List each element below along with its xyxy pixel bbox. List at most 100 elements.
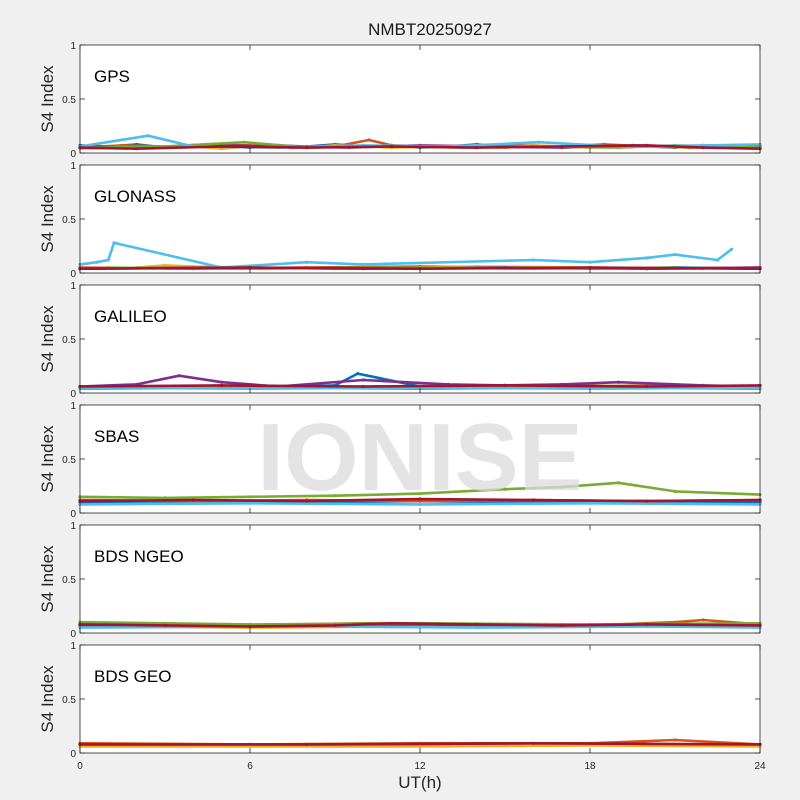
data-point <box>177 374 181 378</box>
panel-label: GLONASS <box>94 187 176 206</box>
data-point <box>730 247 734 251</box>
data-point <box>645 256 649 260</box>
data-point <box>673 489 677 493</box>
y-axis-label: S4 Index <box>38 665 57 733</box>
y-tick-label: 1 <box>70 281 76 292</box>
data-point <box>146 134 150 138</box>
data-point <box>242 140 246 144</box>
plot-area <box>80 285 760 393</box>
y-tick-label: 0.5 <box>62 215 76 226</box>
data-point <box>361 378 365 382</box>
data-point <box>418 492 422 496</box>
data-point <box>673 253 677 257</box>
y-tick-label: 1 <box>70 401 76 412</box>
y-tick-label: 0.5 <box>62 455 76 466</box>
panel-label: SBAS <box>94 427 139 446</box>
y-tick-label: 0 <box>70 509 76 520</box>
y-axis-label: S4 Index <box>38 185 57 253</box>
data-point <box>616 481 620 485</box>
data-point <box>135 147 139 151</box>
data-point <box>701 618 705 622</box>
x-tick-label: 6 <box>247 761 253 772</box>
x-axis-label: UT(h) <box>398 773 441 792</box>
data-point <box>163 623 167 628</box>
y-axis-label: S4 Index <box>38 545 57 613</box>
data-point <box>361 384 365 389</box>
data-point <box>418 502 422 506</box>
data-point <box>673 738 677 742</box>
data-point <box>95 260 99 264</box>
data-point <box>106 258 110 262</box>
y-tick-label: 0.5 <box>62 695 76 706</box>
plot-area <box>80 645 760 753</box>
data-point <box>361 262 365 266</box>
series-line <box>79 144 761 150</box>
watermark: IONISE <box>257 404 582 511</box>
data-point <box>560 144 564 149</box>
data-point <box>191 498 195 502</box>
series-line <box>79 374 761 388</box>
data-point <box>356 372 360 376</box>
y-tick-label: 1 <box>70 521 76 532</box>
data-point <box>645 622 649 627</box>
data-point <box>475 626 479 630</box>
data-point <box>531 258 535 262</box>
data-point <box>645 143 649 147</box>
data-point <box>390 144 394 149</box>
y-tick-label: 0 <box>70 269 76 280</box>
panel-label: GALILEO <box>94 307 167 326</box>
data-point <box>305 146 309 150</box>
data-point <box>645 384 649 389</box>
data-point <box>220 383 224 387</box>
data-point <box>645 499 649 503</box>
data-point <box>220 380 224 384</box>
x-tick-label: 0 <box>77 761 83 772</box>
y-tick-label: 1 <box>70 641 76 652</box>
plot-area <box>80 525 760 633</box>
panel-bds-geo: 0 0.5 1 0 6 12 18 24 BDS GEO S4 Index <box>38 641 766 772</box>
y-axis-label: S4 Index <box>38 425 57 493</box>
panel-label: BDS NGEO <box>94 547 184 566</box>
data-point <box>333 623 337 628</box>
data-point <box>475 146 479 150</box>
panel-sbas: 0 0.5 1 SBAS S4 Index <box>38 401 762 520</box>
data-point <box>418 744 422 749</box>
y-tick-label: 0.5 <box>62 575 76 586</box>
data-point <box>503 487 507 491</box>
y-tick-label: 0 <box>70 629 76 640</box>
y-tick-label: 0 <box>70 749 76 760</box>
x-tick-label: 18 <box>584 761 596 772</box>
data-point <box>537 140 541 144</box>
panel-bds-ngeo: 0 0.5 1 BDS NGEO S4 Index <box>38 521 762 640</box>
data-point <box>503 383 507 387</box>
y-tick-label: 0.5 <box>62 335 76 346</box>
series-line <box>80 741 761 746</box>
y-axis-label: S4 Index <box>38 65 57 133</box>
panel-label: BDS GEO <box>94 667 171 686</box>
data-point <box>248 266 252 270</box>
y-tick-label: 0 <box>70 149 76 160</box>
data-point <box>163 496 167 500</box>
panels: 0 0.5 1 GPS S4 Index 0 0.5 1 GLONASS S4 Index 0 0.5… <box>38 41 766 772</box>
data-point <box>588 260 592 264</box>
panel-gps: 0 0.5 1 GPS S4 Index <box>38 41 762 160</box>
panel-glonass: 0 0.5 1 GLONASS S4 Index <box>38 161 762 280</box>
y-tick-label: 1 <box>70 41 76 52</box>
x-tick-label: 12 <box>414 761 426 772</box>
data-point <box>701 146 705 150</box>
data-point <box>248 495 252 499</box>
data-point <box>333 494 337 498</box>
data-point <box>531 741 535 745</box>
plot-area <box>80 45 760 153</box>
data-point <box>531 498 535 502</box>
y-axis-label: S4 Index <box>38 305 57 373</box>
y-tick-label: 0.5 <box>62 95 76 106</box>
data-point <box>305 499 309 503</box>
panel-label: GPS <box>94 67 130 86</box>
data-point <box>367 138 371 142</box>
series-line <box>79 481 761 500</box>
series-line <box>79 384 761 388</box>
data-point <box>248 624 252 629</box>
data-point <box>475 622 479 627</box>
